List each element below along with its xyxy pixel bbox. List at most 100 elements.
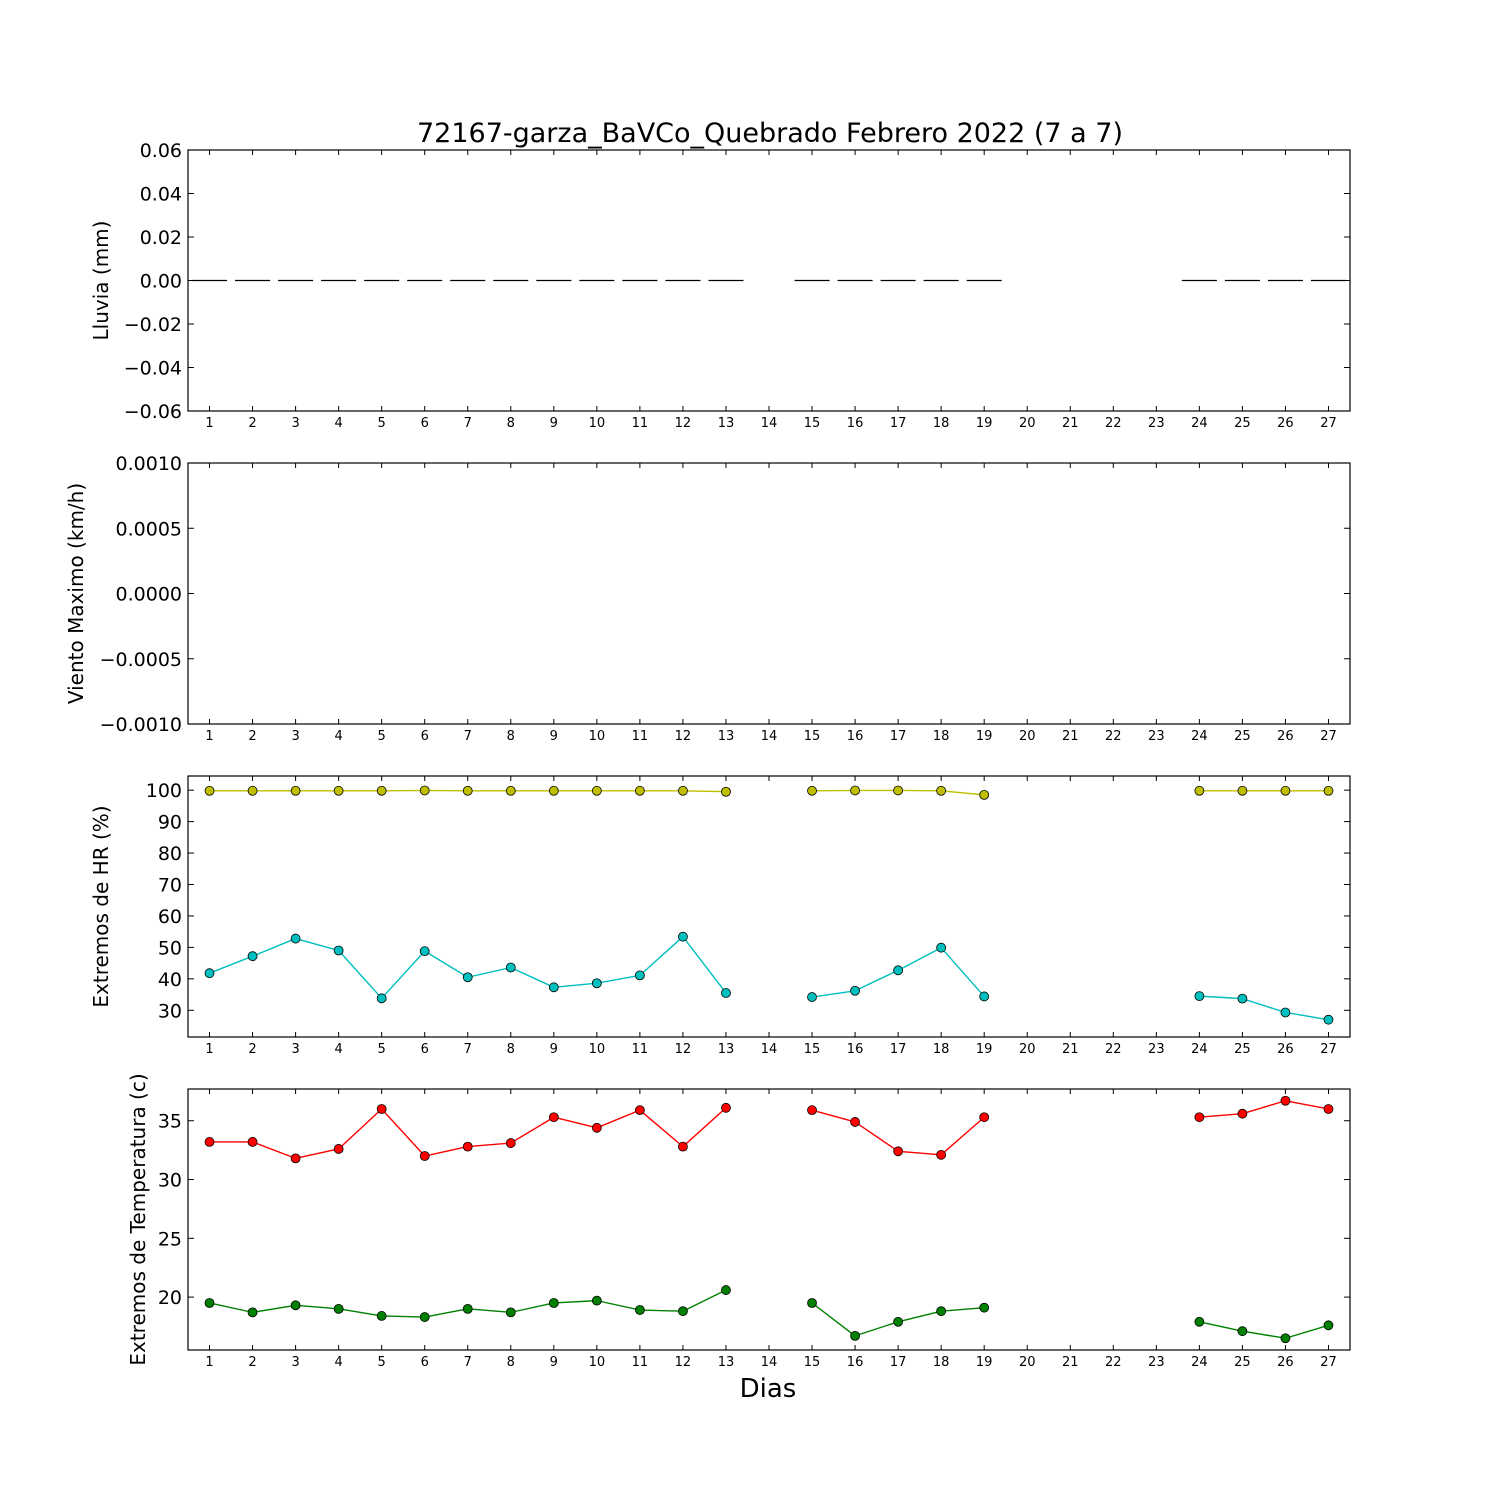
y-tick-label: 90 bbox=[158, 812, 182, 834]
x-tick-label: 13 bbox=[718, 1042, 735, 1057]
series-segment bbox=[252, 1141, 296, 1160]
x-tick-label: 1 bbox=[205, 729, 213, 744]
series-segment bbox=[1285, 1100, 1329, 1110]
data-point bbox=[1280, 1007, 1291, 1018]
y-tick-label: 0.02 bbox=[140, 227, 182, 249]
data-point bbox=[462, 1141, 473, 1152]
data-point bbox=[1323, 1104, 1334, 1114]
panel-2: 1 2 3 4 5 6 7 8 9 10 11 12 13 14 15 16 17 18 19 20 21 22 23 24 2… bbox=[64, 453, 1351, 744]
x-tick-label: 11 bbox=[632, 729, 649, 744]
x-tick-label: 2 bbox=[248, 416, 256, 431]
series-segment bbox=[682, 1289, 727, 1312]
data-point bbox=[807, 1298, 817, 1308]
data-point bbox=[376, 1311, 387, 1321]
x-tick-label: 19 bbox=[976, 1355, 993, 1370]
x-tick-label: 5 bbox=[378, 1042, 386, 1057]
x-tick-label: 1 bbox=[205, 416, 213, 431]
data-point bbox=[979, 1112, 990, 1123]
data-point bbox=[721, 988, 731, 998]
x-tick-label: 21 bbox=[1062, 416, 1079, 431]
series-segment bbox=[209, 955, 253, 974]
data-point bbox=[505, 1138, 516, 1148]
series-segment bbox=[854, 1321, 899, 1337]
x-tick-label: 18 bbox=[933, 1355, 950, 1370]
series-segment bbox=[940, 947, 985, 997]
data-point bbox=[850, 1117, 860, 1127]
data-point bbox=[678, 785, 688, 796]
panels: 1 2 3 4 5 6 7 8 9 10 11 12 13 14 15 16 17 18 19 20 21 22 23 24 2… bbox=[64, 140, 1351, 1370]
series-segment bbox=[1199, 1112, 1243, 1118]
x-tick-label: 20 bbox=[1019, 416, 1036, 431]
data-point bbox=[462, 1303, 473, 1314]
data-point bbox=[893, 1146, 904, 1157]
x-tick-label: 17 bbox=[890, 729, 907, 744]
data-point bbox=[1280, 1333, 1291, 1344]
y-tick-label: 50 bbox=[158, 937, 182, 959]
x-tick-label: 6 bbox=[421, 416, 429, 431]
x-tick-label: 20 bbox=[1019, 1042, 1036, 1057]
y-tick-label: 30 bbox=[158, 1000, 182, 1022]
data-point bbox=[548, 785, 559, 796]
data-point bbox=[204, 785, 215, 796]
data-point bbox=[1237, 785, 1248, 796]
series-segment bbox=[295, 937, 339, 952]
data-point bbox=[1194, 991, 1205, 1002]
y-axis-label: Viento Maximo (km/h) bbox=[64, 483, 88, 704]
x-tick-label: 7 bbox=[464, 1042, 472, 1057]
data-point bbox=[290, 933, 301, 944]
data-point bbox=[936, 1306, 947, 1317]
x-tick-label: 8 bbox=[507, 1042, 515, 1057]
x-tick-label: 26 bbox=[1277, 416, 1294, 431]
data-point bbox=[247, 1137, 258, 1147]
x-tick-label: 19 bbox=[976, 729, 993, 744]
x-tick-label: 27 bbox=[1320, 416, 1337, 431]
series-segment bbox=[553, 982, 597, 989]
series-segment bbox=[467, 1142, 511, 1148]
x-tick-label: 10 bbox=[589, 1355, 606, 1370]
series-1 bbox=[204, 785, 1334, 800]
series-segment bbox=[941, 1306, 985, 1312]
x-tick-label: 4 bbox=[334, 729, 342, 744]
x-tick-label: 13 bbox=[718, 729, 735, 744]
series-segment bbox=[682, 790, 726, 793]
data-point bbox=[936, 942, 947, 953]
x-tick-label: 19 bbox=[976, 416, 993, 431]
x-tick-label: 27 bbox=[1320, 1355, 1337, 1370]
x-tick-label: 5 bbox=[378, 729, 386, 744]
data-point bbox=[548, 1298, 559, 1308]
y-tick-label: 0.00 bbox=[140, 271, 182, 293]
series-segment bbox=[682, 1107, 727, 1148]
data-point bbox=[1280, 1095, 1291, 1106]
series-segment bbox=[811, 1109, 856, 1123]
x-tick-label: 19 bbox=[976, 1042, 993, 1057]
data-point bbox=[376, 1104, 387, 1114]
x-tick-label: 16 bbox=[847, 416, 864, 431]
data-point bbox=[936, 785, 947, 796]
data-point bbox=[376, 993, 387, 1004]
y-tick-label: 35 bbox=[158, 1111, 182, 1133]
x-tick-label: 24 bbox=[1191, 729, 1208, 744]
x-tick-label: 3 bbox=[291, 1042, 299, 1057]
series-segment bbox=[854, 1121, 899, 1152]
data-point bbox=[1280, 785, 1291, 796]
series-segment bbox=[467, 966, 511, 978]
series-segment bbox=[854, 969, 899, 992]
data-point bbox=[893, 1316, 904, 1327]
x-tick-label: 17 bbox=[890, 1042, 907, 1057]
data-point bbox=[1323, 1014, 1334, 1025]
data-point bbox=[462, 972, 473, 983]
data-point bbox=[290, 1300, 301, 1311]
series-segment bbox=[811, 990, 856, 998]
data-point bbox=[850, 785, 860, 796]
data-point bbox=[678, 931, 688, 942]
x-tick-label: 24 bbox=[1191, 416, 1208, 431]
x-tick-label: 17 bbox=[890, 416, 907, 431]
series-segment bbox=[596, 1109, 641, 1129]
x-tick-label: 15 bbox=[804, 1042, 821, 1057]
y-tick-label: 60 bbox=[158, 906, 182, 928]
x-tick-label: 20 bbox=[1019, 729, 1036, 744]
series-segment bbox=[639, 1309, 683, 1312]
x-tick-label: 26 bbox=[1277, 729, 1294, 744]
data-point bbox=[419, 1312, 430, 1322]
